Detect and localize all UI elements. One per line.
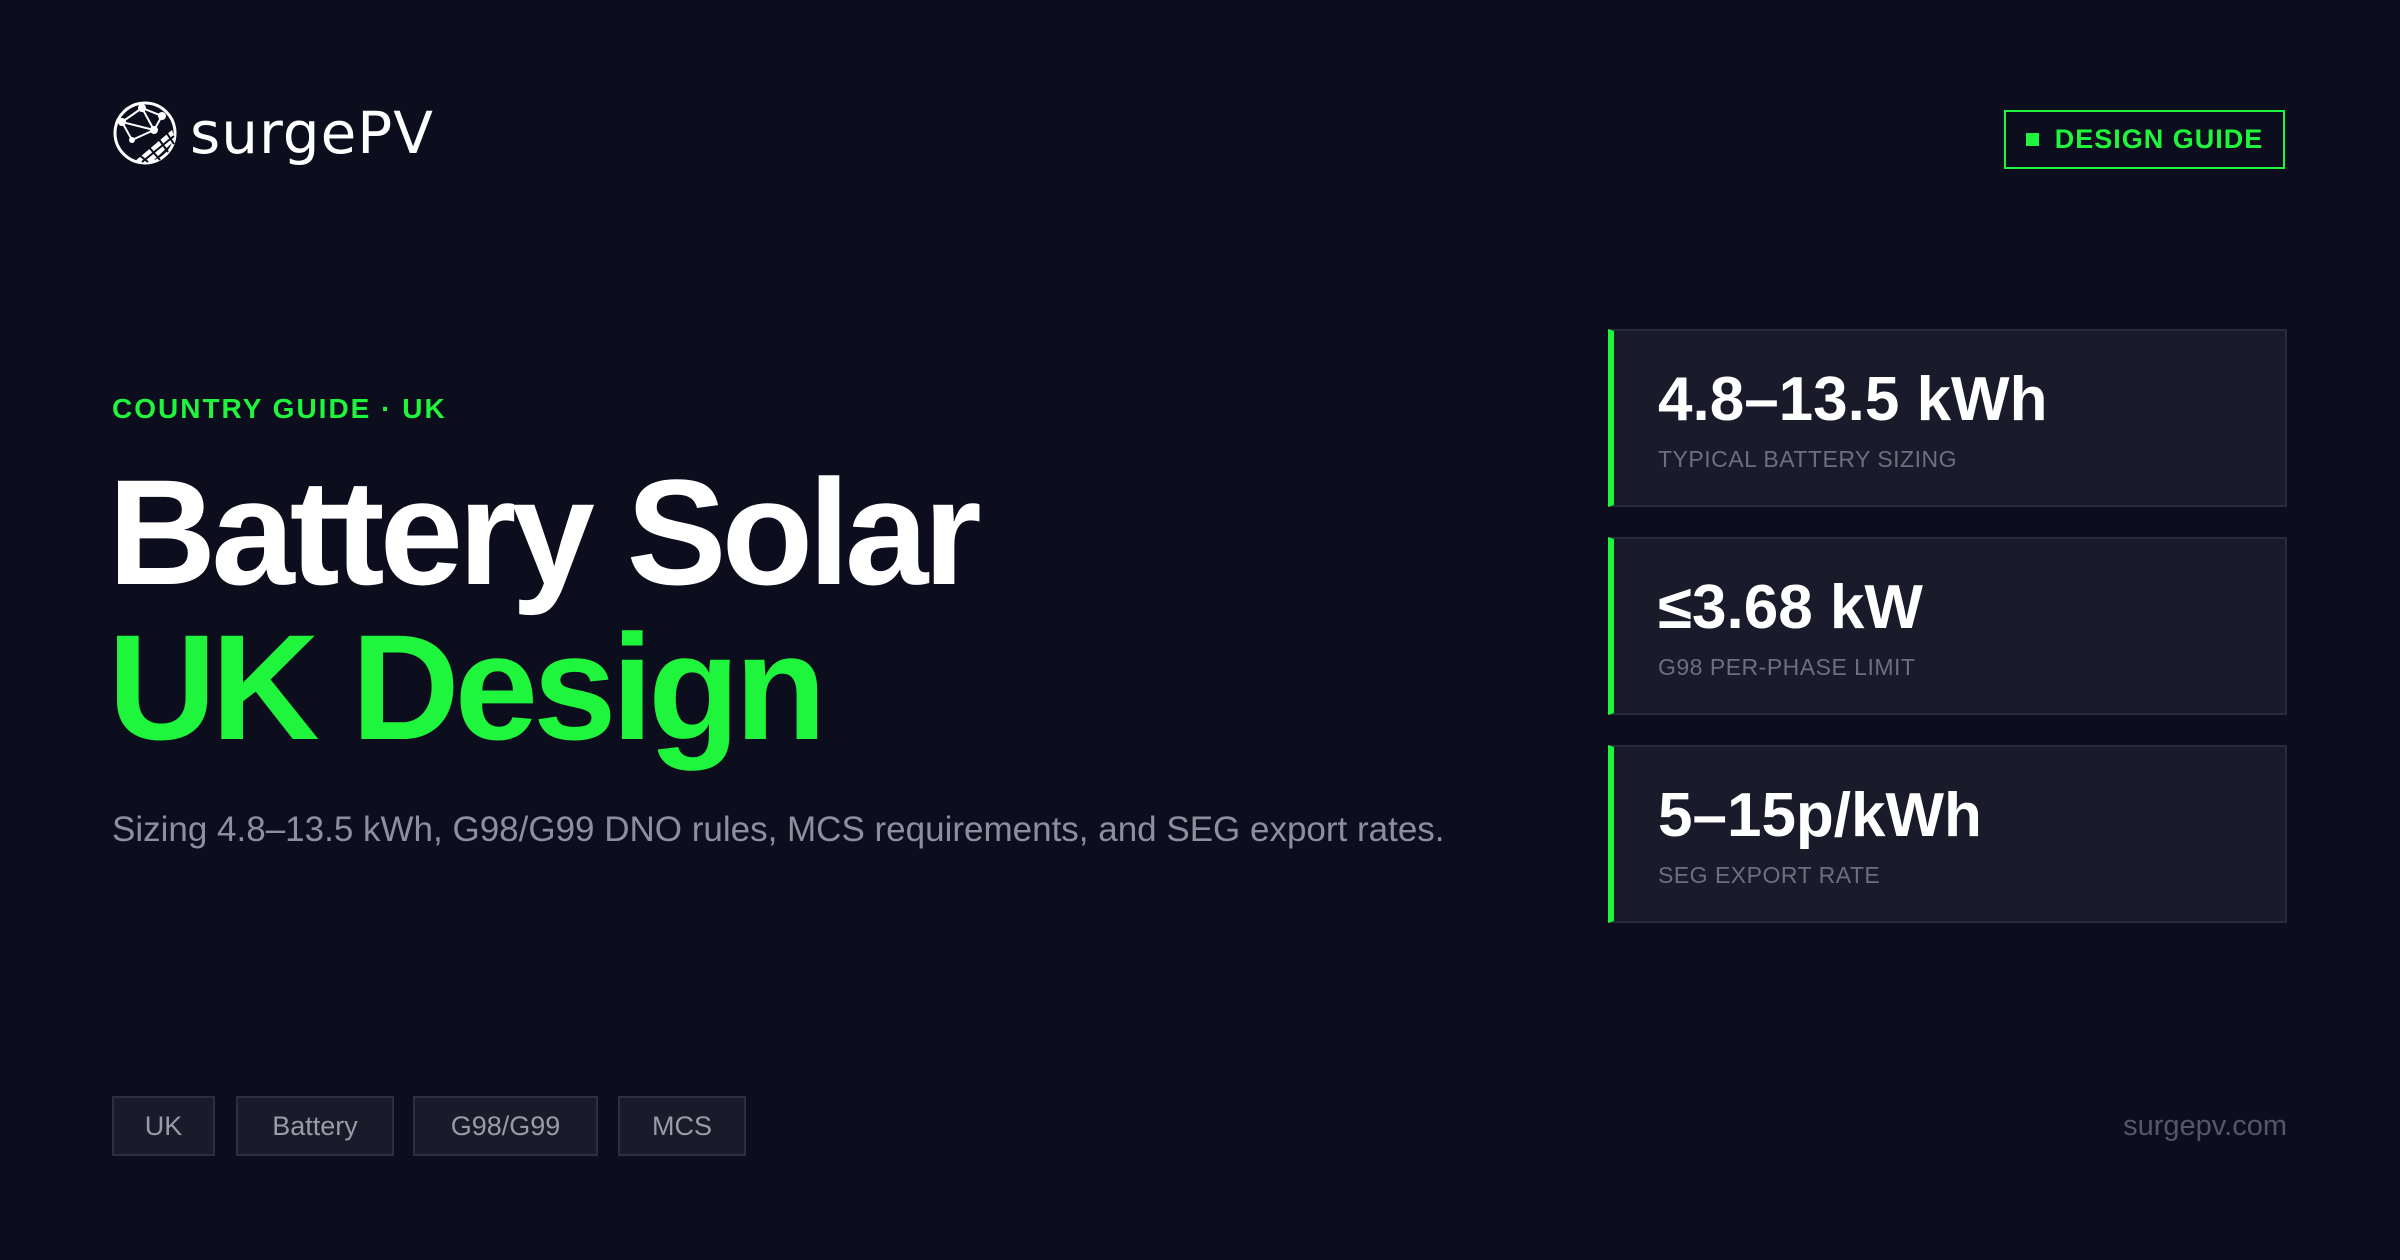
stat-label: TYPICAL BATTERY SIZING — [1658, 446, 1957, 472]
site-link[interactable]: surgepv.com — [2123, 1110, 2287, 1142]
tag-g98-g99[interactable]: G98/G99 — [413, 1096, 598, 1156]
logo-text: surgePV — [190, 99, 434, 167]
stat-card: 5–15p/kWh SEG EXPORT RATE — [1608, 745, 2287, 923]
design-guide-badge[interactable]: DESIGN GUIDE — [2004, 110, 2285, 169]
tag-battery[interactable]: Battery — [236, 1096, 394, 1156]
stat-value: 4.8–13.5 kWh — [1658, 365, 2048, 434]
subtitle: Sizing 4.8–13.5 kWh, G98/G99 DNO rules, … — [112, 810, 1445, 849]
stat-label: G98 PER-PHASE LIMIT — [1658, 654, 1916, 680]
title-line-2: UK Design — [108, 603, 826, 771]
stat-value: ≤3.68 kW — [1658, 573, 1923, 642]
page-title: Battery Solar UK Design — [108, 448, 982, 771]
stat-card: ≤3.68 kW G98 PER-PHASE LIMIT — [1608, 537, 2287, 715]
title-line-1: Battery Solar — [108, 448, 982, 616]
tag-mcs[interactable]: MCS — [618, 1096, 746, 1156]
eyebrow: COUNTRY GUIDE · UK — [112, 393, 447, 424]
tag-uk[interactable]: UK — [112, 1096, 215, 1156]
logo: surgePV — [112, 100, 434, 166]
square-icon — [2025, 133, 2039, 146]
design-guide-label: DESIGN GUIDE — [2054, 124, 2264, 154]
stat-label: SEG EXPORT RATE — [1658, 862, 1881, 888]
stat-value: 5–15p/kWh — [1658, 781, 1982, 850]
stat-card: 4.8–13.5 kWh TYPICAL BATTERY SIZING — [1608, 329, 2287, 507]
globe-solar-panel-icon — [113, 101, 177, 165]
